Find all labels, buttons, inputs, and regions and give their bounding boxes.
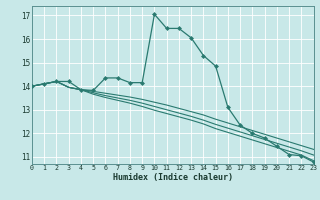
X-axis label: Humidex (Indice chaleur): Humidex (Indice chaleur) bbox=[113, 173, 233, 182]
